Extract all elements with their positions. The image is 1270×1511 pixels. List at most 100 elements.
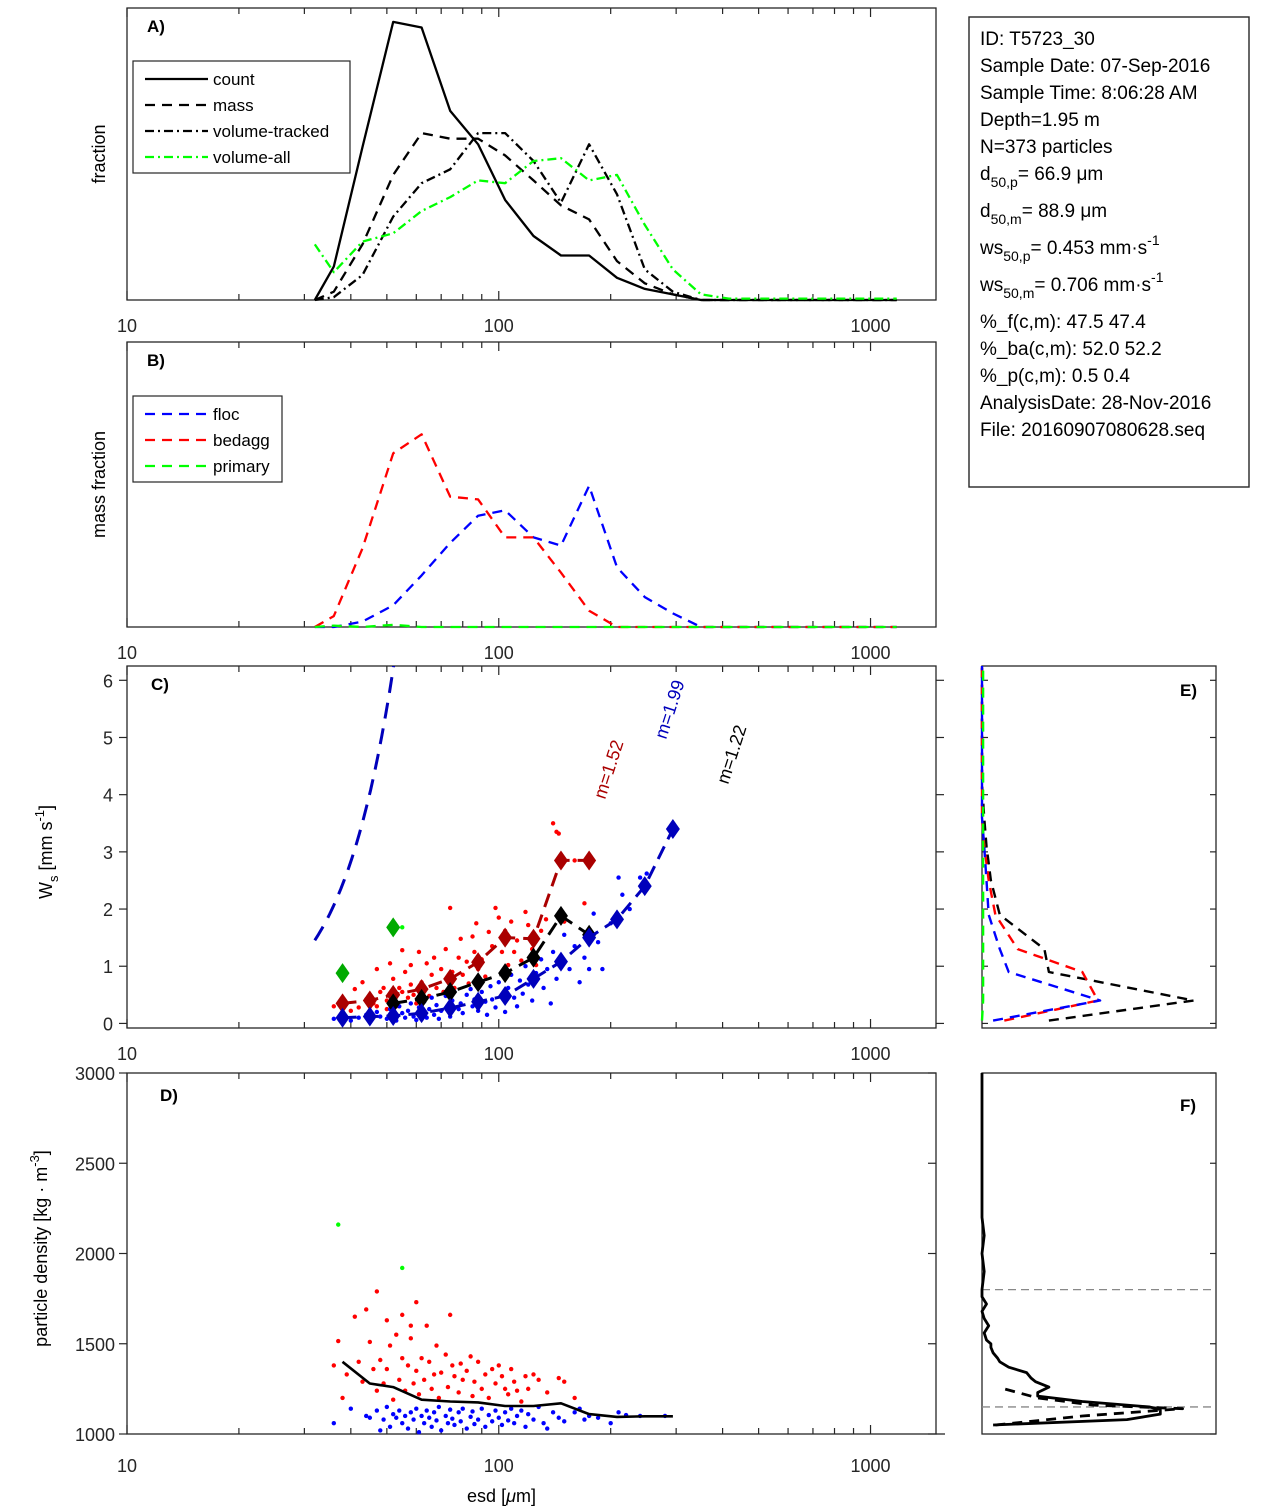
point-floc — [400, 1420, 405, 1426]
info-sup: -1 — [1147, 232, 1160, 248]
info-sub: 50,m — [991, 211, 1022, 227]
y-label-sup: -1 — [32, 810, 47, 822]
point-floc — [514, 1413, 520, 1419]
info-line: %_f(c,m): 47.5 47.4 — [980, 312, 1146, 333]
point-floc — [479, 1406, 484, 1411]
panel-d-frame — [126, 1072, 937, 1435]
point-bedagg — [452, 1374, 457, 1379]
mean-marker-bedagg-mean — [471, 952, 486, 973]
panel-b: 10 100 1000 B) mass fraction floc bedagg primar… — [89, 341, 937, 663]
x-tick-label: 1000 — [851, 643, 891, 663]
x-label-mu: μ — [505, 1486, 516, 1506]
point-floc — [402, 1015, 408, 1020]
x-tick-label: 1000 — [851, 1044, 891, 1064]
y-tick-label: 0 — [103, 1014, 113, 1034]
point-floc — [421, 1420, 427, 1426]
point-bedagg — [499, 1374, 505, 1379]
point-bedagg — [374, 1289, 380, 1294]
legend-label-volume-tracked: volume-tracked — [213, 122, 329, 141]
point-floc — [405, 1426, 411, 1431]
x-tick-label: 100 — [484, 1456, 514, 1476]
panel-label: A) — [147, 17, 165, 36]
point-floc — [429, 995, 434, 1000]
point-bedagg — [340, 1395, 345, 1401]
mean-marker-primary-mean — [335, 963, 350, 984]
y-tick-label: 1 — [103, 957, 113, 977]
point-floc — [475, 1417, 481, 1422]
point-bedagg — [472, 1379, 477, 1384]
point-floc — [616, 875, 621, 880]
y-axis-label: Ws [mm s-1] — [32, 805, 61, 899]
info-main: d — [980, 201, 991, 222]
point-bedagg — [411, 1381, 416, 1386]
x-tick-label: 10 — [117, 1044, 137, 1064]
series-count — [313, 20, 897, 302]
mean-marker-all-mean — [526, 947, 541, 968]
point-floc — [499, 1422, 505, 1428]
y-tick-label: 6 — [103, 671, 113, 691]
point-bedagg — [496, 1363, 501, 1368]
y-label-rest: [mm s — [36, 822, 56, 876]
legend-box — [132, 395, 283, 483]
mean-marker-floc-mean — [582, 927, 597, 948]
point-bedagg — [429, 972, 434, 978]
point-floc — [502, 1009, 508, 1015]
point-floc — [384, 1404, 390, 1410]
panel-c-frame — [126, 665, 937, 1029]
point-floc — [517, 978, 523, 983]
mean-marker-all-mean — [471, 972, 486, 993]
point-bedagg — [582, 901, 587, 906]
point-floc — [608, 1420, 613, 1426]
point-bedagg — [364, 1307, 369, 1312]
point-bedagg — [475, 1359, 481, 1365]
point-bedagg — [367, 1339, 373, 1345]
point-bedagg — [545, 1390, 550, 1395]
point-bedagg — [331, 1363, 337, 1368]
info-line: File: 20160907080628.seq — [980, 420, 1205, 441]
point-floc — [526, 1411, 531, 1417]
legend-label-count: count — [213, 70, 255, 89]
point-bedagg — [483, 974, 488, 979]
info-main: %_f(c,m): 47.5 47.4 — [980, 312, 1146, 333]
point-floc — [511, 1420, 517, 1426]
point-floc — [367, 1415, 373, 1420]
info-line: N=373 particles — [980, 137, 1113, 158]
info-sub: 50,p — [1003, 248, 1030, 264]
point-floc — [493, 1408, 498, 1413]
point-bedagg — [378, 989, 383, 995]
info-main: %_ba(c,m): 52.0 52.2 — [980, 339, 1162, 360]
point-floc — [331, 1016, 337, 1022]
point-bedagg — [572, 858, 577, 863]
point-floc — [414, 1017, 419, 1023]
mean-marker-floc-mean — [610, 909, 625, 930]
info-main: Sample Date: 07-Sep-2016 — [980, 56, 1210, 77]
point-bedagg — [438, 1370, 444, 1375]
point-floc — [545, 1426, 550, 1431]
point-floc — [627, 906, 632, 912]
point-floc — [519, 1408, 524, 1413]
point-floc — [411, 1417, 416, 1422]
point-floc — [541, 985, 546, 991]
point-bedagg — [536, 1377, 541, 1383]
point-bedagg — [405, 995, 411, 1000]
scatter-primary — [336, 1222, 405, 1271]
plot-area — [313, 666, 680, 1028]
point-floc — [464, 992, 469, 998]
point-floc — [397, 1408, 402, 1413]
point-bedagg — [499, 949, 505, 955]
point-bedagg — [514, 1388, 520, 1393]
panel-f: F) — [980, 1072, 1217, 1435]
info-line: Sample Date: 07-Sep-2016 — [980, 56, 1210, 77]
point-floc — [408, 1001, 414, 1006]
point-floc — [464, 1426, 469, 1431]
info-rest: = 0.453 mm·s — [1030, 238, 1147, 259]
point-bedagg — [508, 919, 514, 924]
point-bedagg — [443, 946, 448, 952]
point-bedagg — [394, 1332, 399, 1337]
point-bedagg — [514, 938, 520, 943]
y-tick-label: 5 — [103, 728, 113, 748]
point-bedagg — [408, 1336, 414, 1341]
mean-marker-all-mean — [386, 993, 401, 1014]
mean-marker-floc-mean — [637, 876, 652, 897]
point-bedagg — [447, 1312, 453, 1318]
